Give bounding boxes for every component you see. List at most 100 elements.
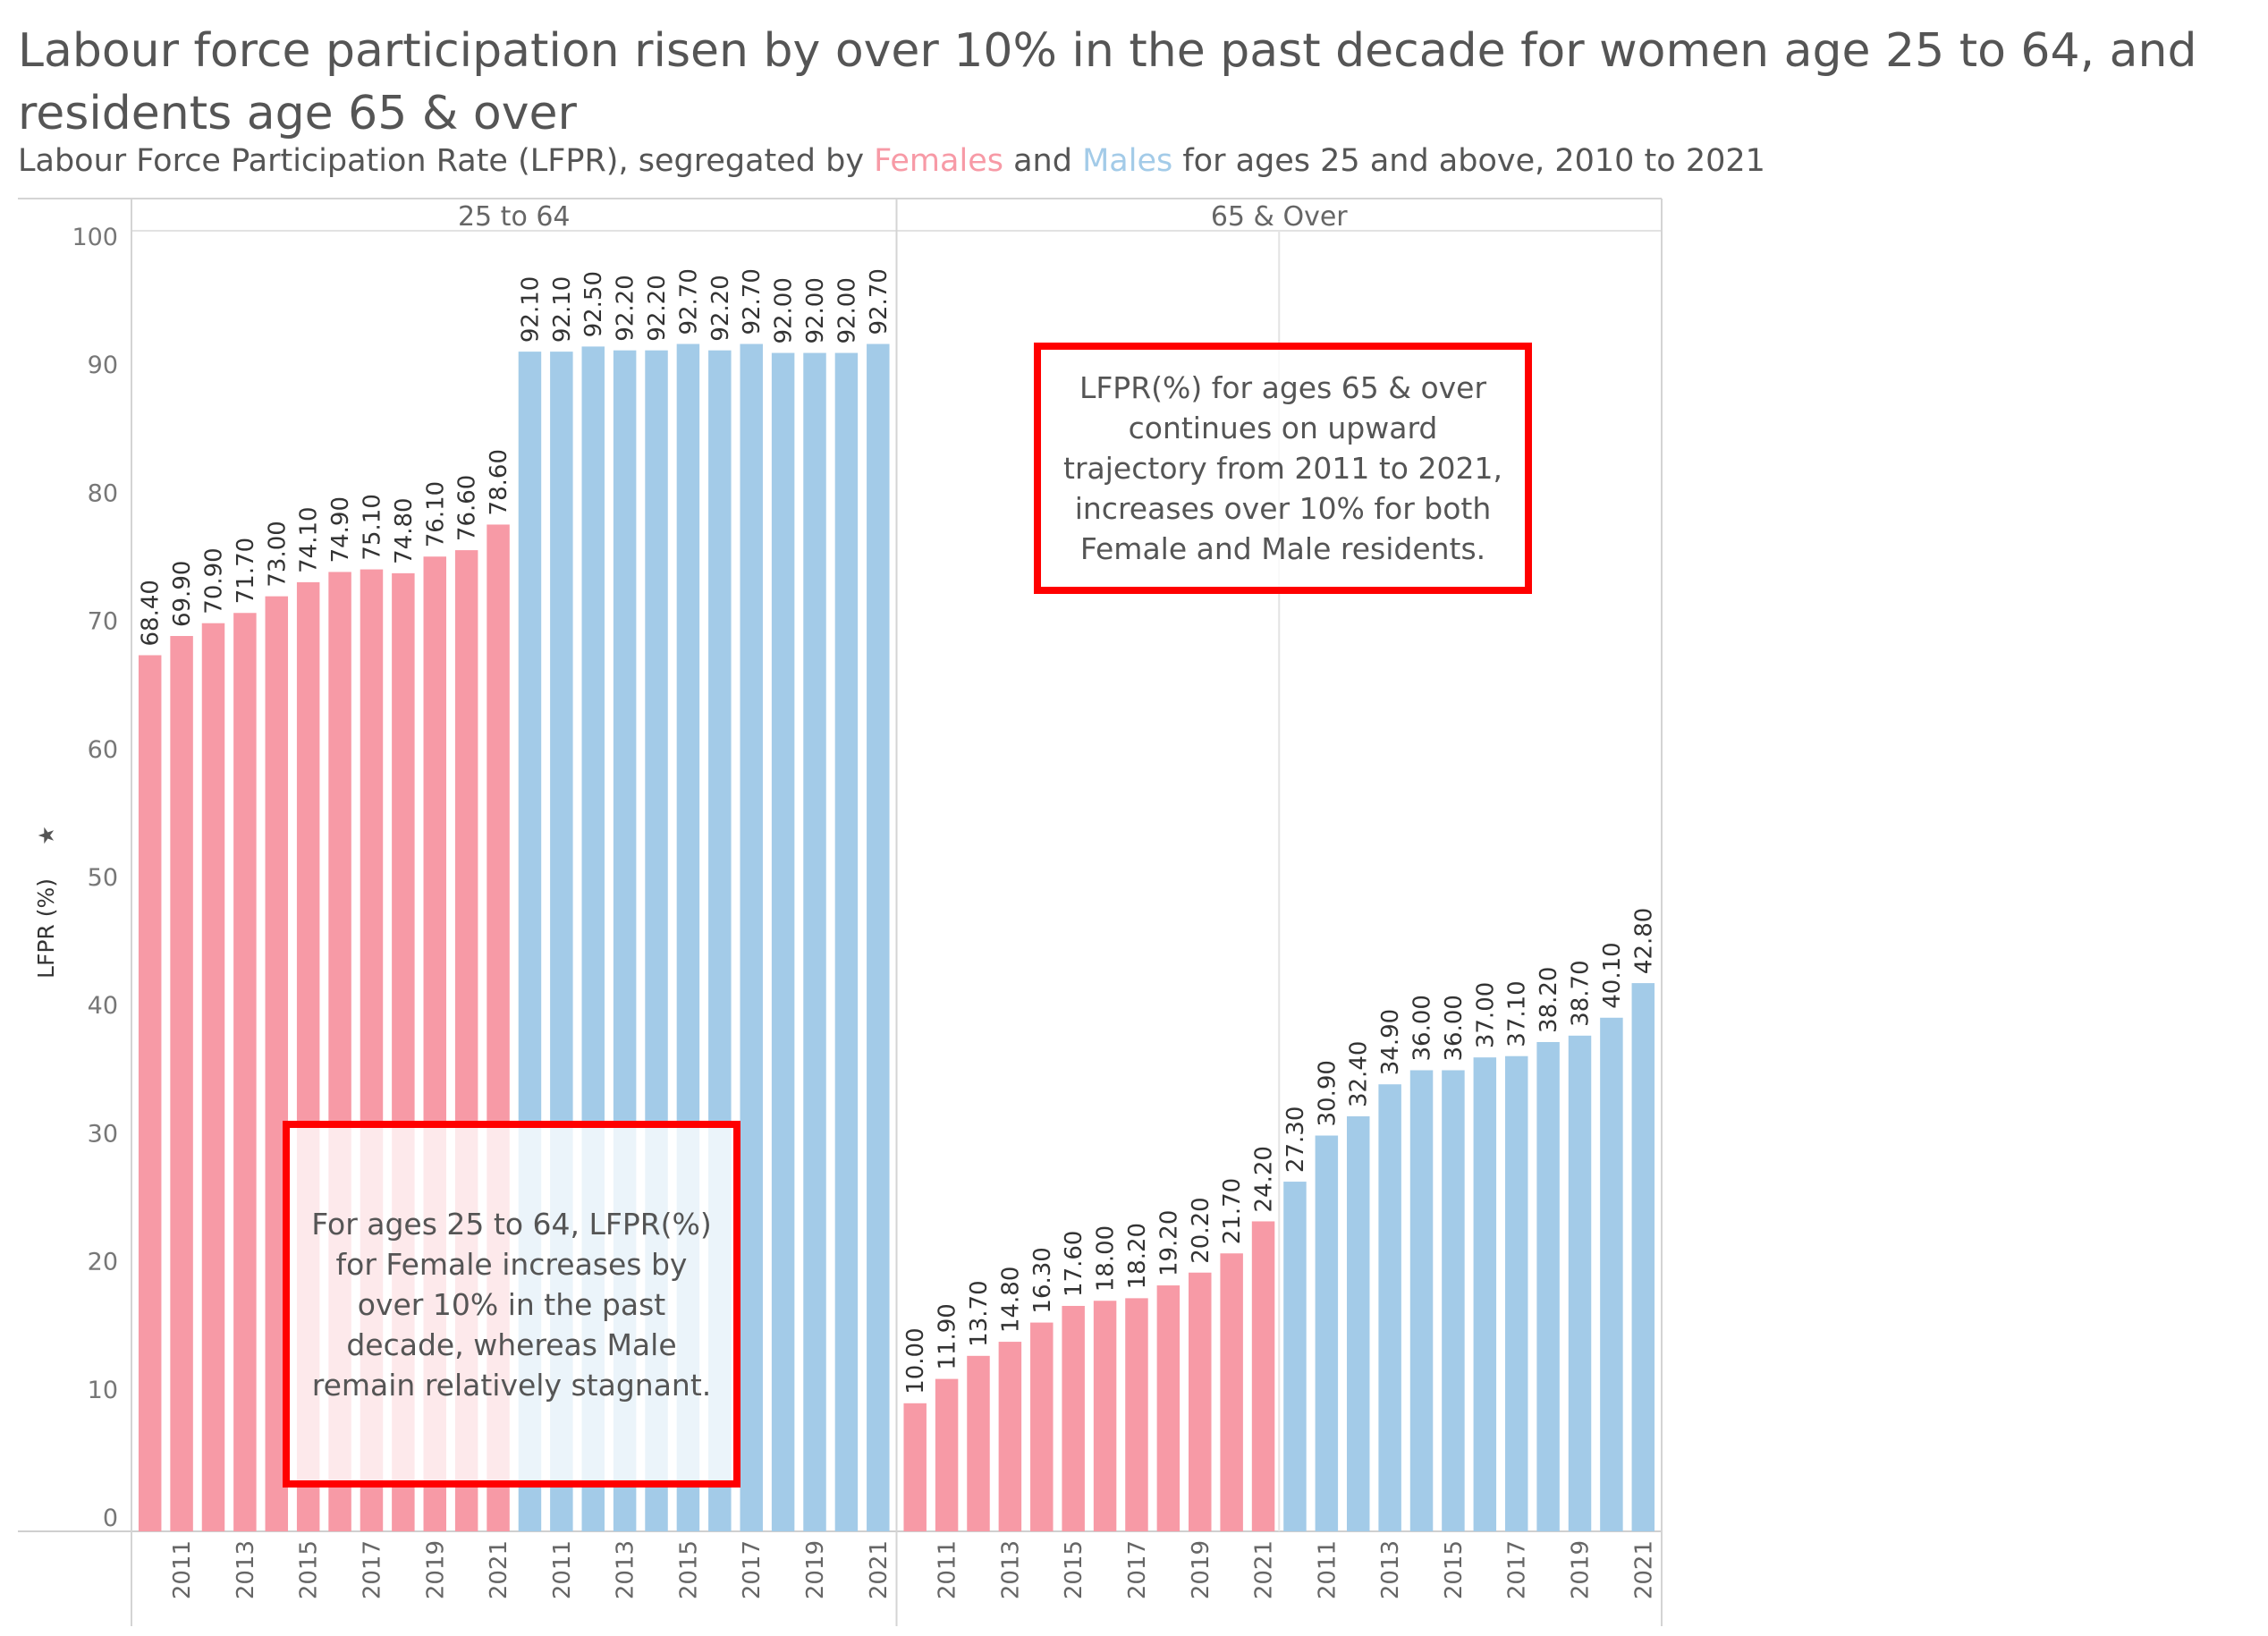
data-label: 21.70 <box>1219 1178 1246 1244</box>
bar-65-over-females-2020 <box>1220 1253 1243 1531</box>
bar-65-over-males-2017 <box>1504 1055 1528 1531</box>
data-label: 36.00 <box>1441 995 1468 1061</box>
data-label: 32.40 <box>1346 1041 1373 1107</box>
subtitle-females: Females <box>874 143 1003 179</box>
subtitle-males: Males <box>1082 143 1173 179</box>
bar-65-over-males-2013 <box>1378 1084 1401 1531</box>
data-label: 76.60 <box>454 475 481 541</box>
data-label: 92.00 <box>802 277 829 343</box>
bar-65-over-males-2016 <box>1473 1057 1497 1531</box>
data-label: 71.70 <box>233 538 259 604</box>
panel-header-label: 65 & Over <box>1211 201 1348 233</box>
bar-25-64-males-2018 <box>771 352 795 1531</box>
data-label: 11.90 <box>935 1303 961 1369</box>
bar-25-64-males-2020 <box>834 352 859 1531</box>
bar-65-over-females-2011 <box>935 1378 959 1531</box>
bar-65-over-females-2017 <box>1125 1298 1148 1531</box>
y-axis-label: LFPR (%) <box>33 878 59 979</box>
data-label: 18.20 <box>1124 1223 1151 1289</box>
data-label: 92.70 <box>675 268 702 335</box>
bar-65-over-females-2016 <box>1093 1301 1117 1531</box>
data-label: 16.30 <box>1029 1247 1056 1313</box>
data-label: 19.20 <box>1155 1210 1182 1276</box>
data-label: 92.20 <box>613 275 639 341</box>
x-tick-label: 2021 <box>866 1540 893 1599</box>
bar-65-over-males-2010 <box>1283 1182 1307 1531</box>
bar-65-over-females-2014 <box>1030 1322 1054 1531</box>
bar-65-over-females-2015 <box>1062 1305 1085 1531</box>
x-tick-label: 2011 <box>935 1540 961 1599</box>
bar-25-64-males-2021 <box>867 343 890 1531</box>
y-tick-label: 60 <box>88 736 118 764</box>
x-tick-label: 2021 <box>486 1540 512 1599</box>
data-label: 92.70 <box>739 268 766 335</box>
bar-65-over-males-2015 <box>1442 1070 1465 1531</box>
data-label: 75.10 <box>359 494 385 560</box>
x-tick-label: 2019 <box>1188 1540 1214 1599</box>
data-label: 74.10 <box>296 506 323 572</box>
data-label: 10.00 <box>902 1327 929 1394</box>
bar-65-over-females-2013 <box>998 1342 1022 1531</box>
bar-25-64-males-2017 <box>740 343 763 1531</box>
data-label: 68.40 <box>138 580 165 646</box>
bar-65-over-females-2021 <box>1251 1221 1275 1531</box>
data-label: 30.90 <box>1314 1060 1341 1126</box>
chart-subtitle: Labour Force Participation Rate (LFPR), … <box>18 143 1765 179</box>
y-tick-label: 30 <box>88 1120 118 1148</box>
y-tick-label: 50 <box>88 864 118 892</box>
x-tick-label: 2015 <box>296 1540 323 1599</box>
bar-25-64-males-2019 <box>803 352 826 1531</box>
data-label: 92.00 <box>834 277 860 343</box>
data-label: 78.60 <box>486 449 512 515</box>
x-tick-label: 2013 <box>997 1540 1024 1599</box>
bar-65-over-males-2014 <box>1409 1070 1434 1531</box>
subtitle-suffix: for ages 25 and above, 2010 to 2021 <box>1172 143 1765 179</box>
bar-65-over-males-2011 <box>1315 1135 1339 1531</box>
bar-25-64-females-2011 <box>170 636 193 1531</box>
x-tick-label: 2017 <box>739 1540 766 1599</box>
panel-header-label: 25 to 64 <box>458 201 571 233</box>
y-tick-label: 90 <box>88 352 118 379</box>
y-tick-label: 40 <box>88 992 118 1020</box>
bar-65-over-females-2010 <box>903 1403 927 1531</box>
y-tick-label: 80 <box>88 479 118 507</box>
subtitle-prefix: Labour Force Participation Rate (LFPR), … <box>18 143 875 179</box>
y-tick-label: 100 <box>72 224 118 251</box>
bar-65-over-males-2021 <box>1631 983 1655 1531</box>
data-label: 74.80 <box>391 497 418 564</box>
bar-65-over-males-2019 <box>1568 1035 1592 1531</box>
data-label: 38.20 <box>1536 967 1562 1033</box>
x-tick-label: 2011 <box>1314 1540 1341 1599</box>
data-label: 92.10 <box>549 276 576 343</box>
y-tick-label: 20 <box>88 1249 118 1276</box>
x-tick-label: 2019 <box>1568 1540 1595 1599</box>
data-label: 37.00 <box>1472 982 1499 1048</box>
bar-65-over-males-2012 <box>1346 1116 1370 1531</box>
data-label: 20.20 <box>1188 1197 1214 1263</box>
bar-65-over-males-2018 <box>1536 1041 1560 1531</box>
x-tick-label: 2011 <box>549 1540 576 1599</box>
data-label: 40.10 <box>1599 942 1626 1008</box>
x-tick-label: 2011 <box>169 1540 196 1599</box>
data-label: 37.10 <box>1504 980 1531 1047</box>
x-tick-label: 2017 <box>359 1540 385 1599</box>
data-label: 27.30 <box>1282 1106 1309 1173</box>
data-label: 73.00 <box>264 521 291 587</box>
bar-25-64-females-2013 <box>233 613 257 1531</box>
x-tick-label: 2013 <box>233 1540 259 1599</box>
x-tick-label: 2015 <box>1061 1540 1087 1599</box>
data-label: 18.00 <box>1093 1225 1120 1292</box>
data-label: 92.10 <box>517 276 544 343</box>
x-tick-label: 2015 <box>1441 1540 1468 1599</box>
data-label: 36.00 <box>1409 995 1436 1061</box>
data-label: 92.50 <box>580 271 607 337</box>
data-label: 92.20 <box>644 275 671 341</box>
x-tick-label: 2017 <box>1124 1540 1151 1599</box>
y-tick-label: 10 <box>88 1377 118 1404</box>
data-label: 92.20 <box>707 275 734 341</box>
data-label: 17.60 <box>1061 1231 1087 1297</box>
x-tick-label: 2013 <box>613 1540 639 1599</box>
bar-65-over-females-2012 <box>967 1355 990 1531</box>
subtitle-and: and <box>1003 143 1083 179</box>
data-label: 92.00 <box>771 277 798 343</box>
